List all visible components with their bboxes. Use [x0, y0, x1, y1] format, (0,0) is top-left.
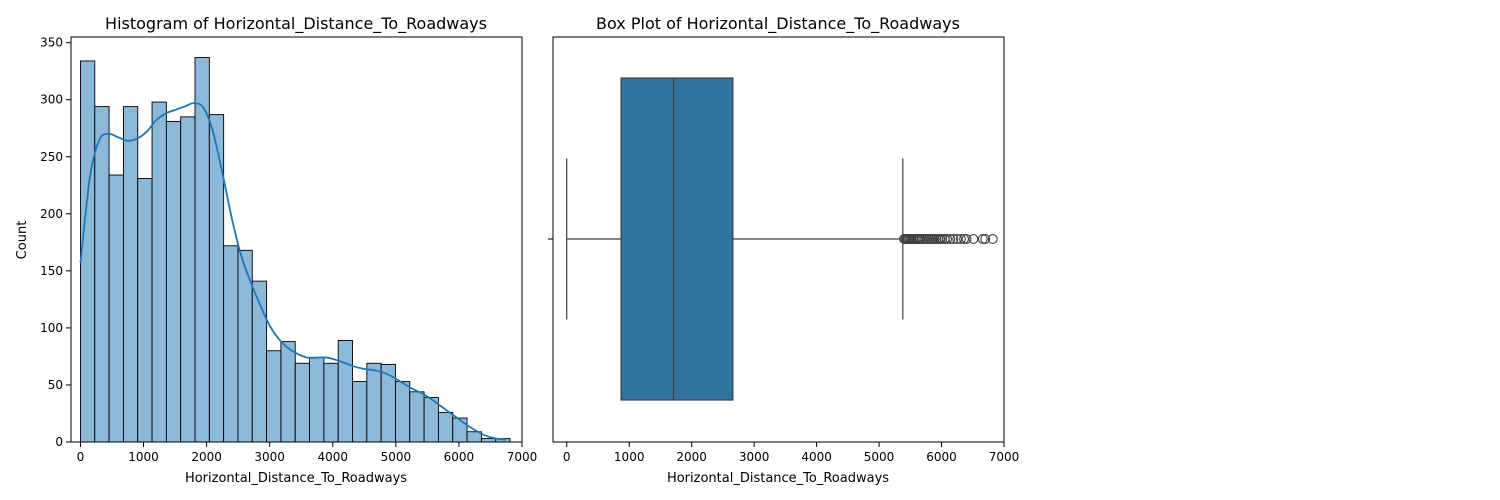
outlier-point: [980, 234, 991, 244]
boxplot-x-tick-label: 4000: [801, 450, 832, 464]
histogram-x-axis-label: Horizontal_Distance_To_Roadways: [185, 471, 407, 486]
histogram-y-tick-label: 0: [55, 435, 63, 449]
histogram-y-axis-label: Count: [15, 221, 30, 260]
histogram-y-tick-label: 50: [48, 378, 63, 392]
outlier-point: [987, 234, 998, 244]
histogram-bar: [352, 381, 368, 443]
boxplot-x-tick-label: 1000: [614, 450, 645, 464]
histogram-bar: [223, 245, 239, 443]
boxplot-axes-frame: [552, 36, 1005, 443]
histogram-bar: [337, 340, 353, 443]
histogram-x-tick-label: 1000: [128, 450, 159, 464]
outlier-point: [952, 234, 963, 244]
histogram-bar: [165, 120, 182, 443]
boxplot-x-tick-label: 2000: [676, 450, 707, 464]
outlier-point: [948, 234, 959, 244]
histogram-bar: [366, 362, 382, 443]
histogram-bar: [280, 341, 296, 443]
histogram-x-tick-label: 4000: [317, 450, 348, 464]
histogram-bar: [122, 106, 139, 443]
histogram-bar: [409, 391, 425, 443]
outlier-point: [968, 234, 979, 244]
histogram-bar: [80, 60, 96, 443]
histogram-bar: [108, 174, 124, 443]
boxplot-x-tick-label: 5000: [864, 450, 895, 464]
histogram-bar: [137, 178, 153, 443]
boxplot-x-ticks: 0 1000 2000 3000 4000 5000 6000 7000: [563, 442, 1019, 464]
histogram-bar: [94, 106, 110, 443]
histogram-y-tick-label: 150: [40, 264, 63, 278]
histogram-y-ticks: 0 50 100 150 200 250 300 350: [40, 36, 71, 449]
histogram-y-tick-label: 100: [40, 321, 63, 335]
histogram-bar: [294, 362, 311, 443]
outlier-point: [945, 234, 956, 244]
histogram-y-tick-label: 350: [40, 36, 63, 50]
boxplot-x-axis-label: Horizontal_Distance_To_Roadways: [667, 471, 889, 486]
boxplot-title: Box Plot of Horizontal_Distance_To_Roadw…: [596, 14, 960, 34]
outlier-point: [942, 234, 953, 244]
histogram-axes-frame: [70, 36, 523, 443]
histogram-bar: [395, 381, 411, 443]
interquartile-box: [620, 77, 734, 401]
outlier-point: [977, 234, 988, 244]
histogram-x-tick-label: 3000: [254, 450, 285, 464]
histogram-bar: [423, 397, 439, 443]
histogram-x-ticks: 0 1000 2000 3000 4000 5000 6000 7000: [77, 442, 538, 464]
boxplot-x-tick-label: 6000: [926, 450, 957, 464]
outlier-point: [961, 234, 972, 244]
histogram-x-tick-label: 6000: [444, 450, 475, 464]
histogram-bar: [380, 363, 396, 443]
histogram-x-tick-label: 7000: [507, 450, 538, 464]
histogram-x-tick-label: 5000: [381, 450, 412, 464]
boxplot-panel: Box Plot of Horizontal_Distance_To_Roadw…: [548, 14, 1019, 486]
histogram-bar: [309, 357, 325, 443]
kde-curve: [79, 102, 507, 441]
histogram-bar: [323, 362, 339, 443]
histogram-y-tick-label: 250: [40, 150, 63, 164]
histogram-y-tick-label: 200: [40, 207, 63, 221]
outlier-point: [937, 234, 948, 244]
histogram-x-tick-label: 0: [77, 450, 85, 464]
histogram-bars: [80, 57, 511, 443]
histogram-x-tick-label: 2000: [191, 450, 222, 464]
histogram-y-tick-label: 300: [40, 93, 63, 107]
boxplot-x-tick-label: 3000: [739, 450, 770, 464]
boxplot-x-tick-label: 0: [563, 450, 571, 464]
histogram-bar: [437, 411, 454, 443]
boxplot-x-tick-label: 7000: [989, 450, 1020, 464]
outlier-point: [955, 234, 966, 244]
histogram-panel: Histogram of Horizontal_Distance_To_Road…: [15, 14, 537, 486]
histogram-bar: [480, 438, 497, 443]
histogram-bar: [180, 116, 196, 443]
histogram-bar: [151, 101, 167, 443]
histogram-title: Histogram of Horizontal_Distance_To_Road…: [105, 14, 487, 34]
outlier-point: [959, 234, 969, 244]
histogram-bar: [208, 114, 225, 443]
histogram-bar: [266, 350, 282, 443]
histogram-bar: [452, 417, 468, 443]
boxplot-elements: [566, 77, 998, 401]
